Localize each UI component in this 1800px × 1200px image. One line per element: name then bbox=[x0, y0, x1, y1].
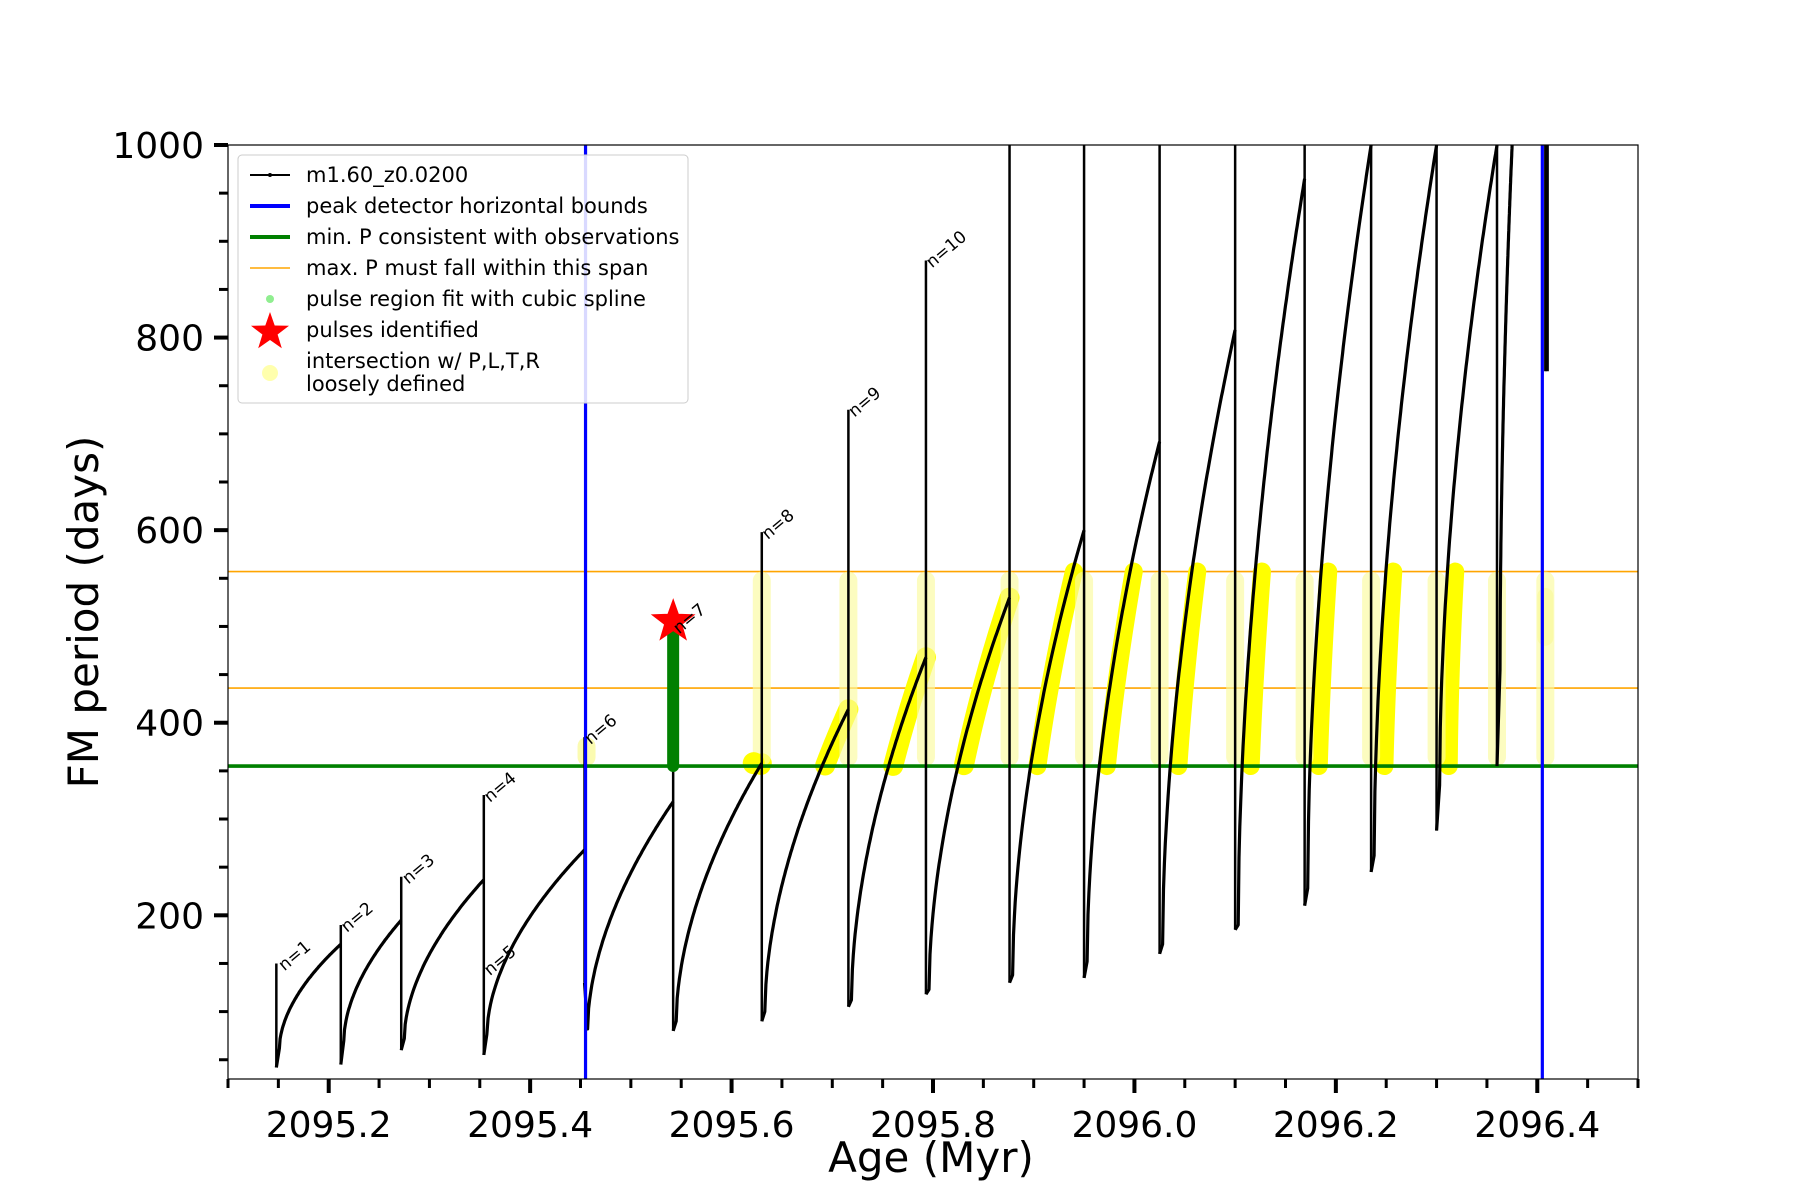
y-tick-label: 400 bbox=[135, 704, 204, 745]
track-ramp bbox=[760, 708, 850, 1022]
pulse-identified-star bbox=[650, 598, 696, 641]
track-ramp bbox=[846, 656, 928, 1008]
intersection-arc bbox=[1309, 562, 1338, 776]
x-tick-label: 2096.0 bbox=[1071, 1105, 1197, 1146]
legend-swatch bbox=[266, 295, 274, 303]
track-ramp bbox=[339, 919, 403, 1065]
legend-label: pulse region fit with cubic spline bbox=[306, 287, 646, 311]
intersection-arc bbox=[1375, 562, 1403, 776]
legend-label: max. P must fall within this span bbox=[306, 256, 648, 280]
legend-entry: pulses identified bbox=[251, 312, 479, 349]
track-segment bbox=[1303, 145, 1373, 906]
track-segment bbox=[1233, 145, 1307, 931]
track-ramp bbox=[1233, 178, 1307, 931]
intersection-arc bbox=[1169, 562, 1207, 776]
y-axis-title: FM period (days) bbox=[59, 436, 108, 789]
intersection-arc bbox=[1097, 562, 1143, 776]
track-ramp bbox=[1303, 145, 1373, 906]
y-tick-label: 200 bbox=[135, 896, 204, 937]
x-tick-label: 2095.6 bbox=[669, 1105, 795, 1146]
track-ramp bbox=[274, 942, 342, 1068]
intersection-region bbox=[916, 571, 1020, 776]
legend-entry: pulse region fit with cubic spline bbox=[266, 287, 646, 311]
legend-swatch bbox=[262, 365, 278, 381]
pulse-annotation: n=9 bbox=[845, 383, 885, 421]
intersection-arc bbox=[1028, 562, 1083, 776]
pulse-annotation: n=2 bbox=[337, 898, 377, 936]
legend-entry: peak detector horizontal bounds bbox=[250, 194, 648, 218]
legend-swatch bbox=[251, 312, 289, 349]
x-tick-label: 2095.4 bbox=[467, 1105, 593, 1146]
track-segment bbox=[671, 626, 764, 1032]
intersection-arc bbox=[1241, 562, 1271, 776]
x-tick-label: 2095.8 bbox=[870, 1105, 996, 1146]
track-segment bbox=[1369, 145, 1439, 873]
track-segment bbox=[1158, 145, 1237, 955]
track-ramp bbox=[671, 762, 764, 1032]
x-tick-label: 2096.4 bbox=[1474, 1105, 1600, 1146]
track-ramp bbox=[1369, 145, 1439, 873]
x-tick-label: 2096.2 bbox=[1273, 1105, 1399, 1146]
intersection-region bbox=[839, 571, 936, 776]
track-ramp bbox=[482, 848, 586, 1056]
legend-box bbox=[237, 154, 689, 404]
intersection-arc bbox=[1439, 562, 1465, 776]
intersection-region bbox=[1000, 562, 1083, 776]
track-segment bbox=[339, 919, 403, 1065]
legend-swatch-dot bbox=[268, 173, 272, 177]
track-ramp bbox=[1158, 329, 1237, 955]
pulse-annotation: n=10 bbox=[922, 227, 971, 272]
track-segment bbox=[1008, 145, 1086, 984]
x-axis-title: Age (Myr) bbox=[828, 1133, 1034, 1182]
plot-area: n=1n=2n=3n=4n=5n=6n=7n=8n=9n=10 bbox=[228, 145, 1638, 1079]
track-ramp bbox=[399, 878, 485, 1051]
axes: 2095.2 2095.4 2095.6 2095.8 2096.0 2096.2 2096… bbox=[112, 126, 1640, 1146]
legend-label: m1.60_z0.0200 bbox=[306, 163, 468, 188]
pulse-annotation: n=4 bbox=[480, 768, 520, 806]
track-segment bbox=[1495, 145, 1514, 767]
pulse-annotation: n=8 bbox=[758, 506, 798, 544]
y-tick-label: 600 bbox=[135, 511, 204, 552]
track-ramp bbox=[1434, 145, 1499, 831]
track-ramp bbox=[1495, 145, 1514, 767]
x-tick-label: 2095.2 bbox=[266, 1105, 392, 1146]
y-tick-label: 800 bbox=[135, 319, 204, 360]
track-segment bbox=[760, 532, 850, 1022]
track-segment bbox=[582, 737, 675, 1031]
track-segment bbox=[274, 942, 342, 1068]
track-ramp bbox=[1082, 441, 1162, 979]
track-segment bbox=[846, 409, 928, 1008]
legend-label: peak detector horizontal bounds bbox=[306, 194, 648, 218]
pulse-annotation: n=3 bbox=[399, 850, 439, 888]
track-ramp bbox=[582, 800, 675, 1031]
track-segment bbox=[482, 794, 586, 1056]
track-ramp bbox=[924, 597, 1012, 996]
legend-label-line2: loosely defined bbox=[306, 372, 465, 396]
track-ramp bbox=[1008, 529, 1086, 984]
legend-label: pulses identified bbox=[306, 318, 479, 342]
legend-entry: min. P consistent with observations bbox=[250, 225, 679, 249]
legend-entry: m1.60_z0.0200 bbox=[250, 163, 468, 188]
track-segment bbox=[1434, 145, 1499, 831]
legend-entry: max. P must fall within this span bbox=[250, 256, 648, 280]
track-segment bbox=[924, 260, 1012, 996]
track-segment bbox=[399, 876, 485, 1051]
pulse-annotation: n=1 bbox=[275, 937, 315, 975]
y-tick-label: 1000 bbox=[112, 126, 204, 167]
intersection-spike-blob bbox=[1537, 587, 1554, 646]
track-segment bbox=[1082, 145, 1162, 979]
legend-label: intersection w/ P,L,T,R bbox=[306, 349, 540, 373]
legend-label: min. P consistent with observations bbox=[306, 225, 679, 249]
